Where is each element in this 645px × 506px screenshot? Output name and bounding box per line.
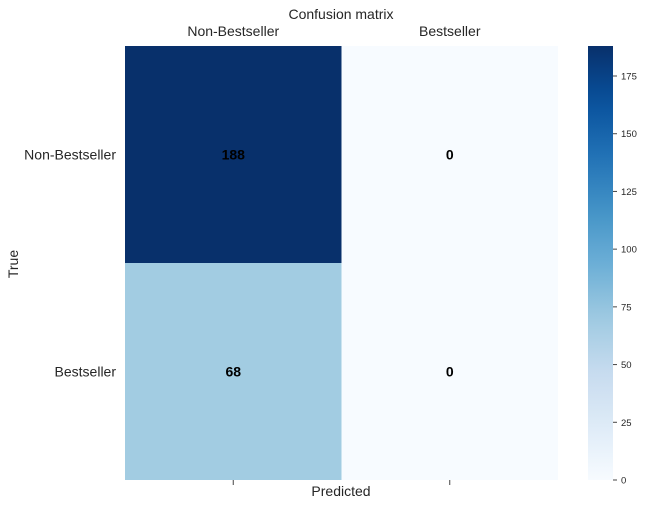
colorbar-tick-label: 150 <box>621 129 637 140</box>
colorbar-tick-label: 75 <box>621 302 632 313</box>
cell-value-label: 0 <box>446 147 454 163</box>
colorbar: 0 25 50 75 100 125 150 175 <box>588 46 637 487</box>
heatmap-cell <box>125 263 342 480</box>
cell-value-label: 68 <box>225 364 241 380</box>
y-tick-label: Bestseller <box>55 364 117 380</box>
colorbar-tick-label: 100 <box>621 245 637 256</box>
x-tick-label: Non-Bestseller <box>187 23 279 39</box>
colorbar-tick-label: 0 <box>621 476 626 487</box>
heatmap-cell <box>125 46 342 263</box>
cell-value-label: 0 <box>446 364 454 380</box>
colorbar-tick-label: 50 <box>621 360 632 371</box>
y-tick-label: Non-Bestseller <box>24 147 116 163</box>
heatmap-cell <box>341 46 558 263</box>
heatmap-cells: 188 0 68 0 <box>125 46 558 480</box>
x-tick-label: Bestseller <box>419 23 481 39</box>
y-axis-label: True <box>5 250 21 278</box>
colorbar-tick-label: 25 <box>621 418 632 429</box>
heatmap-cell <box>341 263 558 480</box>
x-ticks: Non-Bestseller Bestseller <box>187 23 481 485</box>
colorbar-tick-label: 175 <box>621 72 637 83</box>
y-ticks: Non-Bestseller Bestseller <box>24 147 116 380</box>
x-axis-label: Predicted <box>311 483 370 499</box>
colorbar-tick-label: 125 <box>621 187 637 198</box>
cell-value-label: 188 <box>222 147 246 163</box>
colorbar-gradient <box>588 46 613 480</box>
chart-title: Confusion matrix <box>288 6 393 22</box>
